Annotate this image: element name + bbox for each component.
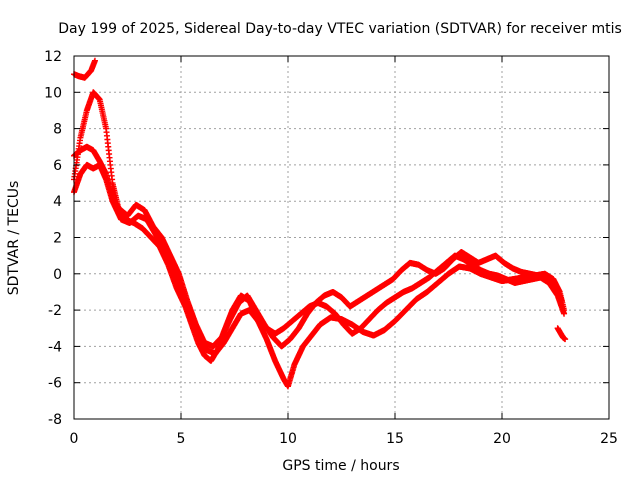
y-tick-label: -2 — [48, 303, 62, 319]
data-points — [71, 57, 569, 390]
data-point — [562, 336, 569, 343]
x-tick-label: 5 — [177, 431, 186, 447]
x-tick-label: 0 — [70, 431, 79, 447]
x-tick-label: 20 — [493, 431, 511, 447]
axis-ticks: 0 5 10 15 20 25 -8 -6 -4 -2 0 2 4 6 8 10 12 — [44, 49, 618, 447]
y-tick-label: -6 — [48, 376, 62, 392]
y-tick-label: 6 — [53, 158, 62, 174]
y-tick-label: -4 — [48, 339, 62, 355]
x-tick-label: 15 — [386, 431, 404, 447]
y-tick-label: 10 — [44, 85, 62, 101]
y-tick-label: -8 — [48, 412, 62, 428]
y-tick-label: 0 — [53, 267, 62, 283]
y-axis-label: SDTVAR / TECUs — [6, 181, 22, 296]
y-tick-label: 8 — [53, 122, 62, 138]
y-tick-label: 2 — [53, 231, 62, 247]
data-point — [91, 57, 98, 64]
x-tick-label: 10 — [279, 431, 297, 447]
y-tick-label: 4 — [53, 194, 62, 210]
chart-title: Day 199 of 2025, Sidereal Day-to-day VTE… — [58, 21, 622, 37]
y-tick-label: 12 — [44, 49, 62, 65]
x-axis-label: GPS time / hours — [282, 458, 399, 474]
x-tick-label: 25 — [600, 431, 618, 447]
data-point — [561, 310, 568, 317]
